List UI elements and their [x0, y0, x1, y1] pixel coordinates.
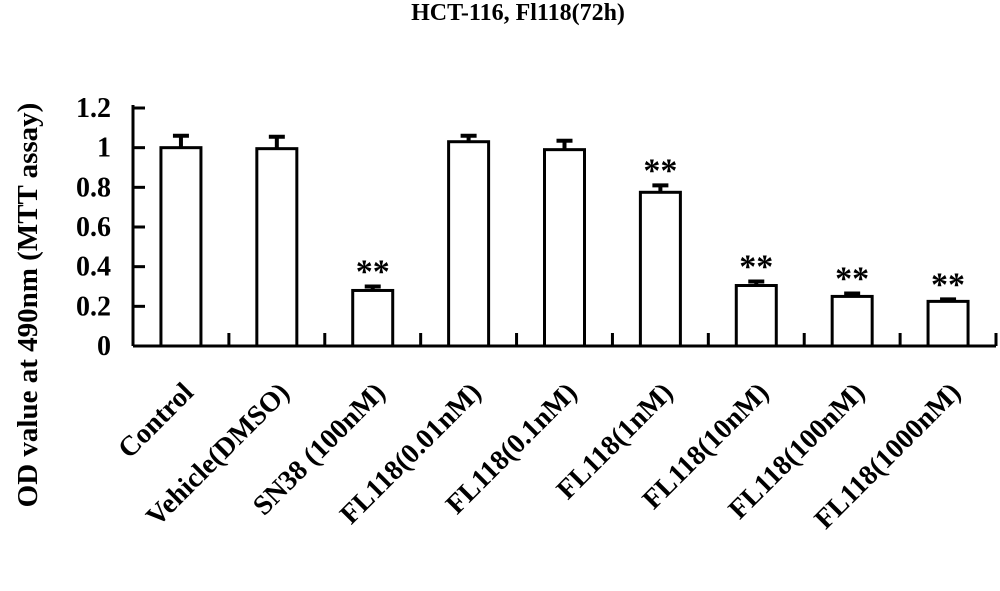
significance-mark: **	[356, 254, 390, 291]
significance-mark: **	[739, 249, 773, 286]
x-tick-label: Control	[112, 377, 200, 465]
bar	[351, 288, 395, 348]
significance-annotations: ** ** ** ** **	[356, 152, 965, 303]
chart-title: HCT-116, Fl118(72h)	[411, 0, 625, 26]
bar	[543, 148, 586, 348]
significance-mark: **	[835, 260, 869, 297]
significance-mark: **	[931, 266, 965, 303]
bar	[447, 140, 491, 348]
bar	[926, 299, 970, 348]
y-tick-label: 0.2	[76, 291, 111, 322]
bar	[734, 284, 778, 348]
y-tick-label: 0	[97, 331, 111, 362]
y-tick-label: 0.8	[76, 172, 111, 203]
y-ticks: 0 0.2 0.4 0.6 0.8 1 1.2	[76, 93, 145, 362]
y-tick-label: 1	[97, 133, 111, 164]
bar	[830, 294, 874, 348]
y-tick-label: 0.6	[76, 212, 111, 243]
x-ticks	[227, 333, 998, 346]
y-tick-label: 1.2	[76, 93, 111, 124]
bar	[638, 190, 682, 348]
y-tick-label: 0.4	[76, 252, 111, 283]
error-bars	[172, 133, 957, 302]
bar	[255, 147, 299, 348]
significance-mark: **	[643, 152, 677, 189]
bars	[159, 140, 970, 348]
y-axis-label: OD value at 490nm (MTT assay)	[12, 103, 44, 508]
bar	[159, 146, 203, 348]
